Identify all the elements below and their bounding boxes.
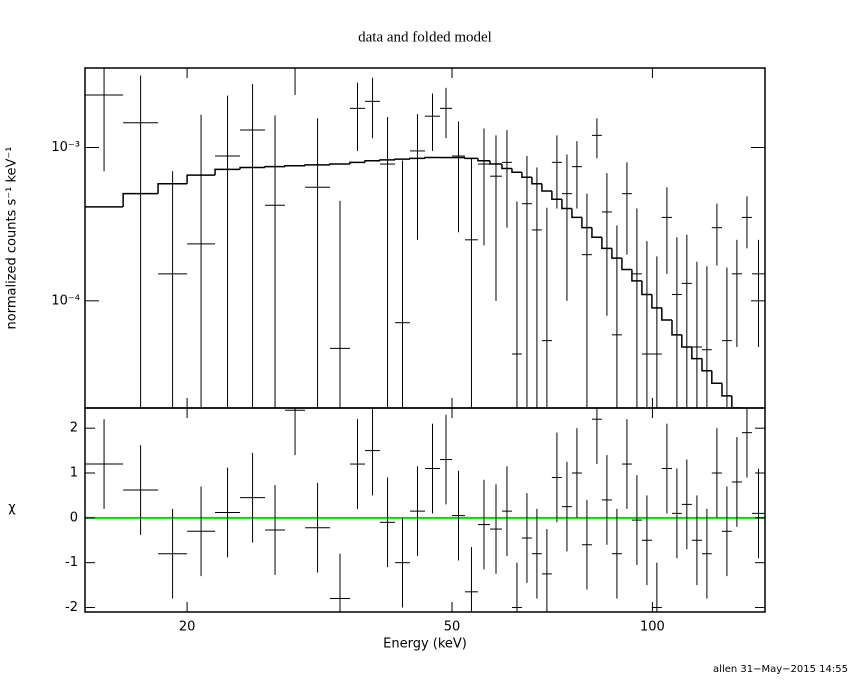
model-step [752,419,765,432]
model-step [611,248,622,259]
model-step [711,370,722,385]
y-tick-label: 1 [70,466,78,481]
model-step [631,269,642,282]
y-axis-label: normalized counts s⁻¹ keV⁻¹ [5,147,20,330]
model-step [424,156,440,159]
model-step [394,158,410,160]
model-step [601,237,612,250]
model-step [641,280,652,296]
model-step [304,164,331,166]
y-tick-label: -2 [65,600,78,615]
model-step [409,157,426,160]
model-step [349,161,366,165]
model-step [571,208,582,219]
y-tick-label: 10⁻⁴ [51,293,80,308]
residual-axis-label: χ [8,501,16,516]
top-frame [84,67,766,409]
model-step [122,192,159,207]
model-step [551,191,562,200]
y-tick-label: -1 [65,555,78,570]
model-step [501,164,512,170]
model-step [541,183,552,192]
model-step [521,172,532,178]
model-step [561,199,572,210]
model-step [511,168,522,173]
model-step [264,165,285,168]
model-step [661,307,672,321]
model-step [239,166,266,170]
x-tick-label: 50 [444,620,461,635]
model-step [681,334,692,348]
model-step [477,158,491,162]
x-axis-label: Energy (keV) [383,637,467,652]
x-tick-label: 100 [640,620,665,635]
model-step [157,183,188,194]
chart-title: data and folded model [358,29,492,45]
bottom-plot [85,408,765,612]
axes: 20 50 100 10⁻⁴ 10⁻³ -2 -1 0 1 2 [51,68,765,635]
y-tick-label: 0 [70,510,78,525]
y-tick-label: 2 [70,421,78,436]
model-step [651,294,662,309]
model-step [621,258,632,271]
model-step [701,358,712,372]
model-step [591,227,602,238]
model-step [186,174,216,184]
model-step [214,168,241,176]
model-step [671,319,682,336]
model-step [721,383,732,397]
model-step [581,217,592,229]
y-tick-label: 10⁻³ [51,140,80,155]
x-tick-label: 20 [179,620,196,635]
model-step [731,395,742,408]
model-step [464,157,478,160]
bottom-frame [84,407,766,613]
model-step [379,159,396,161]
top-plot [85,68,765,432]
model-step [329,163,350,165]
model-step [531,177,542,185]
footer: allen 31−May−2015 14:55 [713,664,848,675]
model-step [284,165,306,167]
model-step [364,159,381,163]
model-step [691,346,702,360]
